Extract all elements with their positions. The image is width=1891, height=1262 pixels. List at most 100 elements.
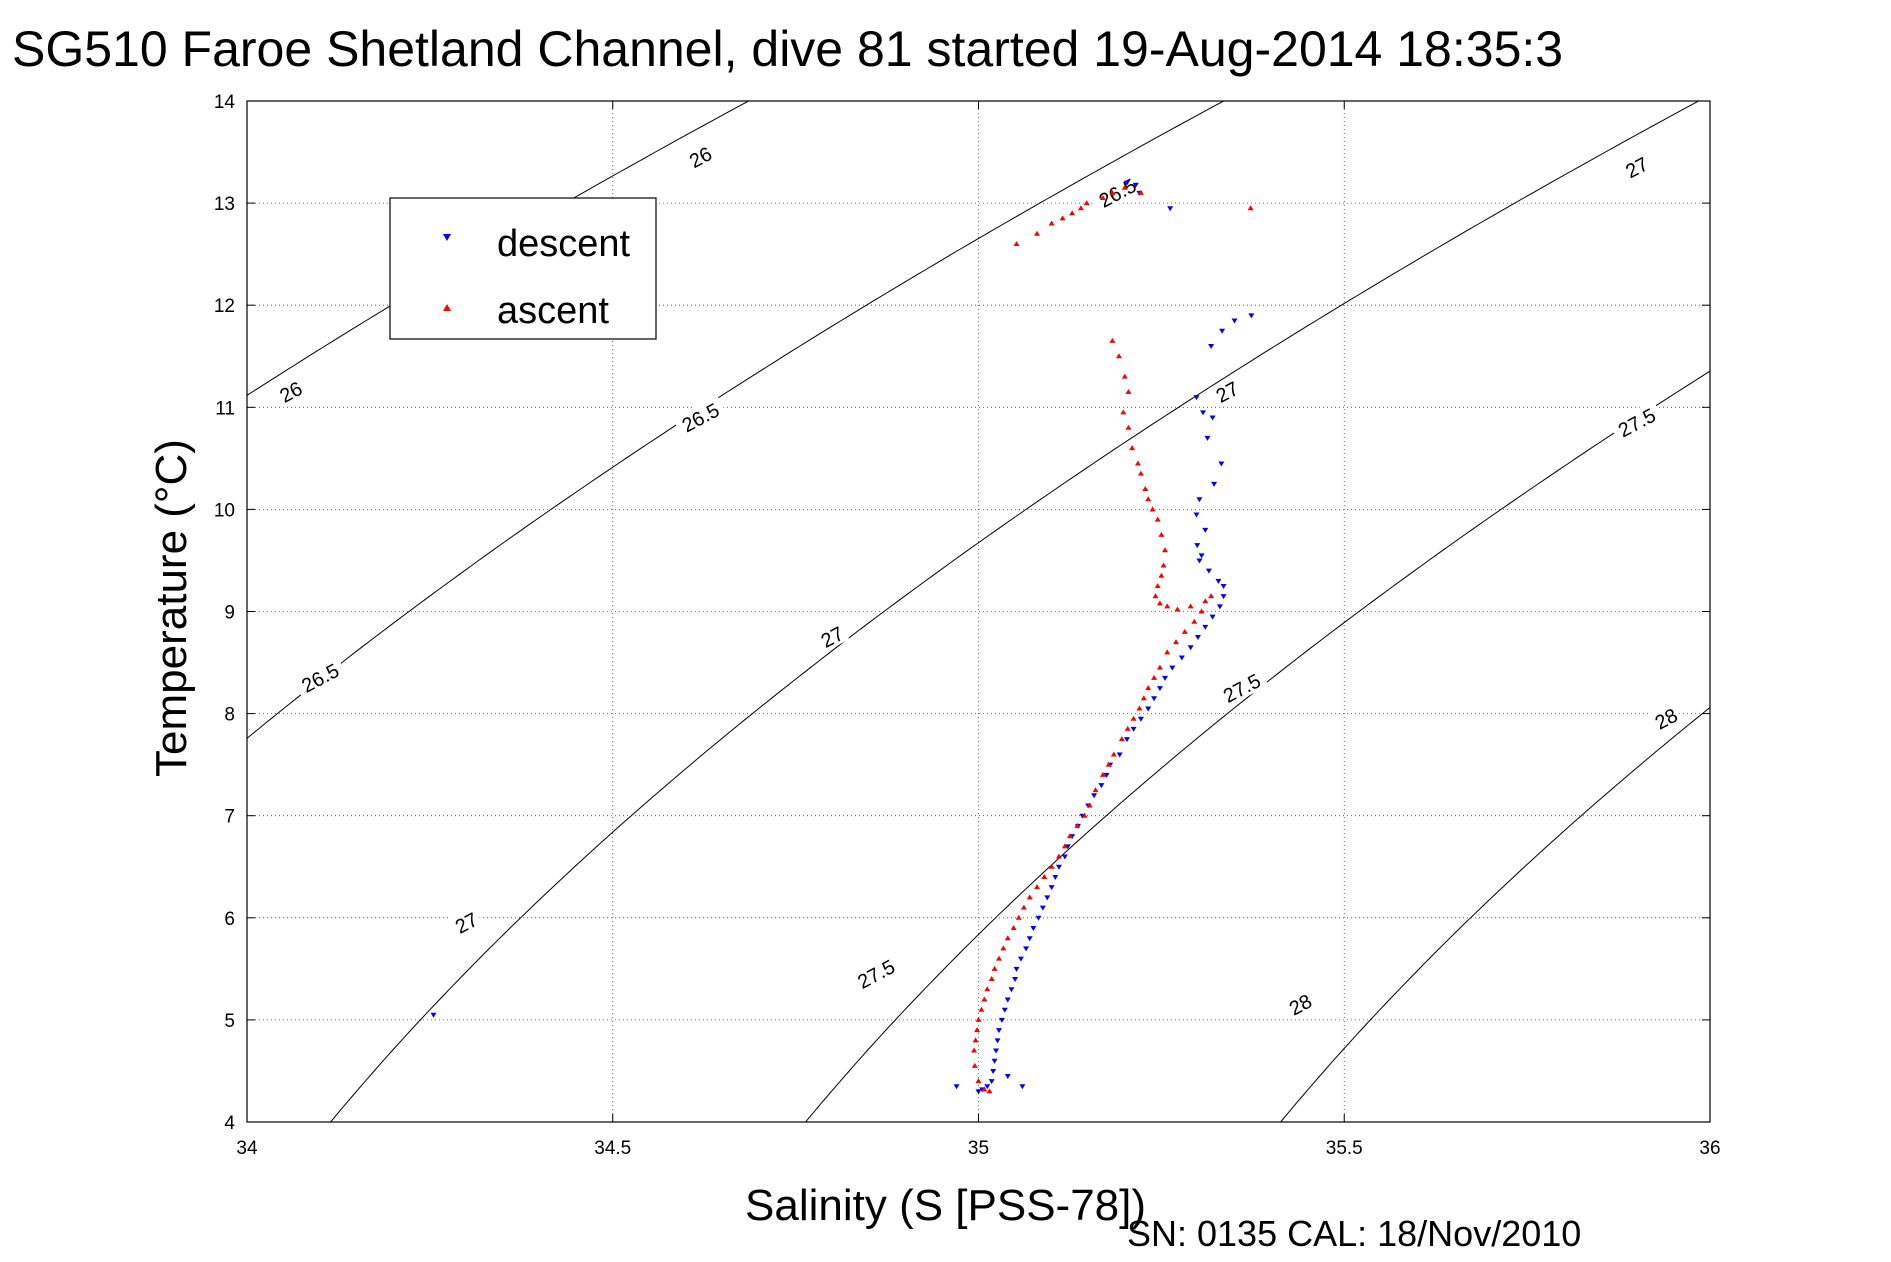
ascent-point [981, 1086, 988, 1092]
contour-label: 27 [814, 619, 850, 653]
ascent-point [1181, 628, 1188, 634]
ascent-point [1124, 725, 1131, 731]
descent-point [1064, 844, 1071, 850]
descent-point [1248, 313, 1255, 319]
x-axis-label: Salinity (S [PSS-78]) [745, 1181, 1146, 1230]
descent-point [1178, 655, 1185, 661]
legend: descent ascent [389, 197, 657, 340]
ascent-point [1156, 600, 1163, 606]
ascent-point [971, 1047, 978, 1053]
ascent-point [1034, 230, 1041, 236]
ascent-point [975, 1078, 982, 1084]
ascent-point [1055, 853, 1062, 859]
ascent-point [1077, 205, 1084, 211]
ascent-point [1152, 593, 1159, 599]
descent-point [1211, 481, 1218, 487]
descent-point [1017, 956, 1024, 962]
descent-point [1132, 182, 1139, 188]
descent-point [1162, 675, 1169, 681]
ascent-point [991, 965, 998, 971]
descent-point [1130, 726, 1137, 732]
contour-label-bg [272, 374, 308, 408]
descent-point [993, 1048, 1000, 1054]
descent-point [1194, 635, 1201, 641]
descent-point [1215, 578, 1222, 584]
x-tick-label: 34 [236, 1138, 258, 1159]
isopycnal-26.5 [247, 101, 1224, 740]
ascent-point [1059, 215, 1066, 221]
ascent-point [1145, 685, 1152, 691]
series-descent [430, 180, 1255, 1095]
contour-label-text: 26 [686, 143, 716, 173]
descent-point [991, 1058, 998, 1064]
descent-point [1023, 946, 1030, 952]
contour-label-bg [1648, 701, 1684, 735]
ascent-point [986, 1088, 993, 1094]
legend-descent-marker [443, 234, 451, 241]
descent-point [1200, 410, 1207, 416]
ascent-point [971, 1062, 978, 1068]
isopycnal-28 [1280, 706, 1710, 1122]
contour-label: 27.5 [1609, 400, 1664, 444]
descent-point [1219, 328, 1226, 334]
descent-point [1039, 905, 1046, 911]
ascent-point [1120, 409, 1127, 415]
contour-label: 26.5 [1089, 170, 1145, 214]
ascent-point [1121, 184, 1128, 190]
descent-point [1205, 568, 1212, 574]
descent-point [1204, 435, 1211, 441]
y-tick-label: 12 [214, 296, 235, 317]
ascent-point [1034, 884, 1041, 890]
descent-point [1019, 1084, 1026, 1090]
contour-label: 27 [448, 905, 484, 939]
contour-label-text: 28 [1652, 705, 1682, 735]
contour-label-text: 27 [452, 909, 482, 939]
descent-point [1116, 752, 1123, 758]
contour-label-text: 26 [276, 378, 306, 408]
ascent-point [1164, 649, 1171, 655]
ascent-point [1099, 771, 1106, 777]
descent-point [1196, 497, 1203, 503]
series-ascent [971, 184, 1254, 1094]
contour-label-text: 27 [1622, 153, 1652, 183]
ascent-point [1151, 674, 1158, 680]
ascent-point [1130, 715, 1137, 721]
y-tick-label: 4 [224, 1113, 235, 1134]
contour-label-bg [1609, 400, 1664, 444]
descent-point [1208, 344, 1215, 350]
legend-descent-label: descent [497, 223, 631, 265]
ascent-point [1015, 914, 1022, 920]
ascent-point [995, 955, 1002, 961]
contour-label-bg [848, 951, 903, 995]
descent-point [995, 1028, 1002, 1034]
ascent-point [1174, 606, 1181, 612]
descent-point [1026, 936, 1033, 942]
ascent-point [1191, 618, 1198, 624]
ascent-point [1164, 603, 1171, 609]
ascent-point [1125, 388, 1132, 394]
y-axis-label: Temperature (°C) [147, 439, 196, 777]
contour-label-bg [1214, 665, 1269, 709]
descent-point [988, 1079, 995, 1085]
ascent-point [1247, 205, 1254, 211]
descent-point [1216, 604, 1223, 610]
ascent-point [1069, 210, 1076, 216]
ascent-point [1142, 485, 1149, 491]
descent-point [1167, 206, 1174, 212]
ascent-point [1160, 562, 1167, 568]
contour-label-text: 28 [1286, 991, 1316, 1021]
ascent-point [1149, 506, 1156, 512]
ascent-point [978, 1006, 985, 1012]
descent-point [1048, 885, 1055, 891]
footer-calibration: SN: 0135 CAL: 18/Nov/2010 [1127, 1213, 1581, 1254]
descent-point [1193, 512, 1200, 518]
ascent-point [1081, 812, 1088, 818]
ascent-point [1198, 608, 1205, 614]
legend-ascent-marker [443, 304, 451, 311]
descent-point [1169, 665, 1176, 671]
descent-point [1030, 926, 1037, 932]
ascent-point [984, 986, 991, 992]
contour-label: 28 [1648, 701, 1684, 735]
descent-point [953, 1084, 960, 1090]
ascent-point [1109, 189, 1116, 195]
